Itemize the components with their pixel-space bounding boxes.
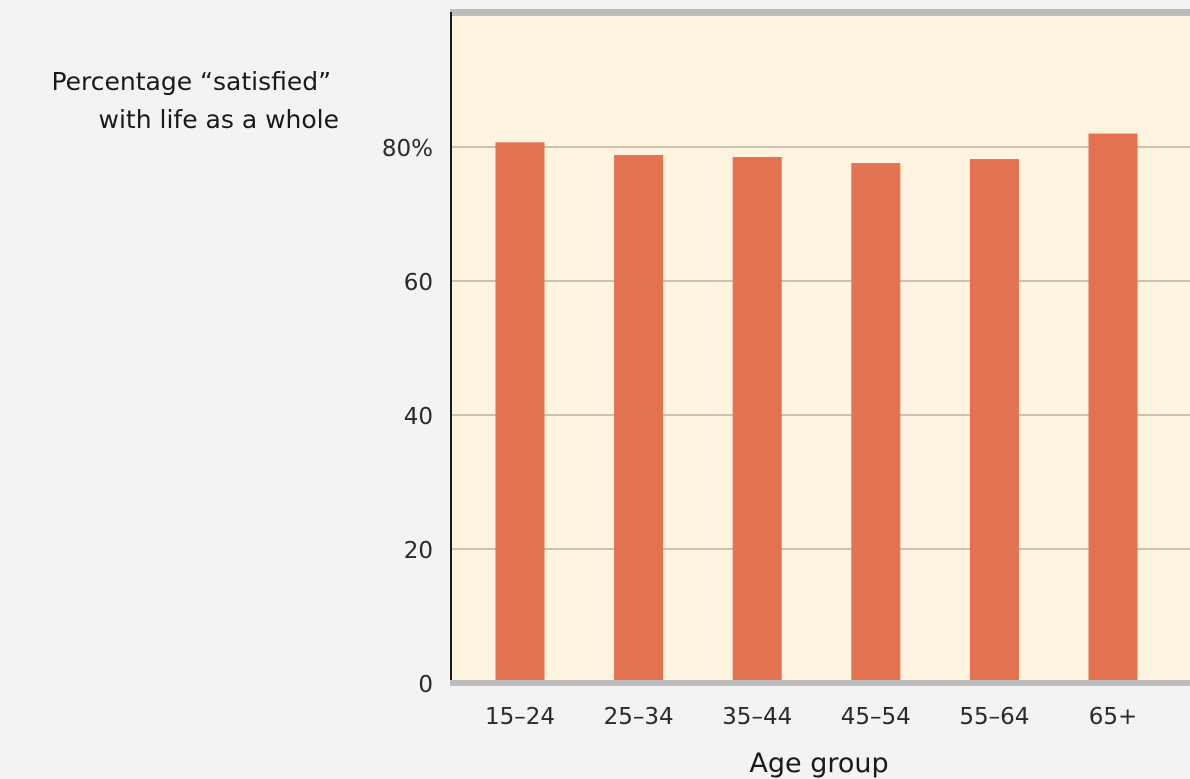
x-tick-label: 25–34 <box>604 704 674 730</box>
y-tick-label: 80% <box>382 136 433 162</box>
x-tick-label: 65+ <box>1089 704 1138 730</box>
x-tick-label: 45–54 <box>841 704 911 730</box>
bar-series <box>495 133 1138 684</box>
gridlines <box>450 146 1190 550</box>
x-tick-label: 55–64 <box>959 704 1029 730</box>
y-axis-title-line-2: with life as a whole <box>99 105 339 134</box>
x-tick-labels: 15–24 25–34 35–44 45–54 55–64 65+ <box>485 704 1137 730</box>
y-tick-label: 0 <box>418 672 433 698</box>
bar <box>732 157 782 684</box>
bar <box>614 155 664 684</box>
y-tick-labels: 0 20 40 60 80% <box>382 136 433 698</box>
x-tick-label: 35–44 <box>722 704 792 730</box>
y-axis-title: Percentage “satisfied” with life as a wh… <box>51 67 339 134</box>
y-tick-label: 20 <box>404 538 433 564</box>
bar <box>495 142 545 683</box>
y-tick-label: 40 <box>404 404 433 430</box>
bar <box>851 163 901 683</box>
y-tick-label: 60 <box>404 270 433 296</box>
plot-area <box>450 12 1190 682</box>
y-axis-title-line-1: Percentage “satisfied” <box>51 67 331 96</box>
plot-top-border <box>450 9 1190 16</box>
x-axis-baseline <box>450 680 1190 686</box>
bar <box>1088 133 1138 684</box>
bar <box>969 159 1019 683</box>
x-axis-title: Age group <box>749 748 888 779</box>
x-tick-label: 15–24 <box>485 704 555 730</box>
